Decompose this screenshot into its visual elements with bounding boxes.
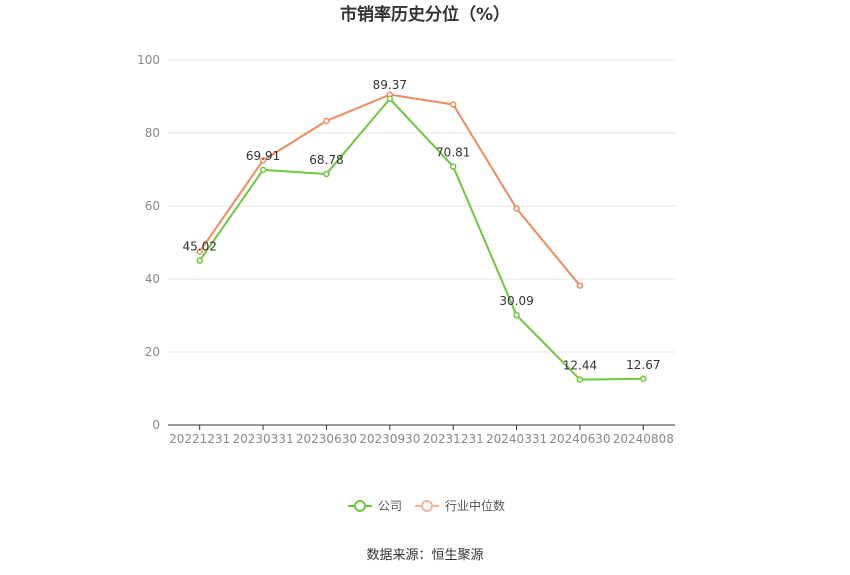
data-point[interactable]	[323, 170, 330, 178]
legend-swatch-marker	[354, 500, 366, 512]
y-tick-label: 20	[145, 345, 160, 359]
data-labels: 45.02 69.91 68.78 89.37 70.81 30.09 12.44 12.67	[183, 78, 661, 373]
x-tick-label: 20230930	[359, 432, 420, 446]
data-label: 45.02	[183, 240, 217, 254]
x-axis: 20221231 20230331 20230630 20230930 20231231…	[168, 424, 675, 446]
data-point[interactable]	[513, 311, 520, 319]
x-tick-label: 20240331	[486, 432, 547, 446]
data-label: 12.44	[563, 359, 597, 373]
data-point[interactable]	[386, 95, 394, 103]
y-axis: 0 20 40 60 80 100	[137, 53, 160, 432]
x-tick-label: 20230331	[233, 432, 294, 446]
data-point[interactable]	[259, 157, 267, 164]
x-tick-label: 20240808	[613, 432, 674, 446]
data-point[interactable]	[259, 166, 267, 174]
legend-item-0[interactable]: 公司	[348, 499, 402, 513]
legend-label: 行业中位数	[445, 498, 505, 513]
y-tick-label: 0	[152, 418, 160, 432]
series-layer	[196, 91, 647, 383]
legend[interactable]: 公司 行业中位数	[348, 498, 505, 513]
source-note: 数据来源：恒生聚源	[366, 548, 483, 563]
x-tick-label: 20230630	[296, 432, 357, 446]
data-point[interactable]	[576, 282, 584, 289]
y-tick-label: 80	[145, 126, 160, 140]
series-line-1	[198, 93, 581, 287]
data-point[interactable]	[576, 376, 584, 383]
chart-title: 市销率历史分位（%）	[340, 4, 510, 25]
data-point[interactable]	[513, 205, 520, 212]
series-line-0	[198, 97, 644, 381]
data-point[interactable]	[196, 248, 203, 255]
x-tick-label: 20221231	[169, 432, 230, 446]
legend-item-1[interactable]: 行业中位数	[415, 498, 505, 513]
data-label: 70.81	[436, 146, 470, 160]
y-tick-label: 60	[145, 199, 160, 213]
grid	[168, 59, 675, 353]
x-tick-label: 20240630	[549, 432, 610, 446]
y-tick-label: 40	[145, 272, 160, 286]
y-tick-label: 100	[137, 53, 160, 67]
data-label: 68.78	[309, 153, 343, 167]
x-tick-label: 20231231	[423, 432, 484, 446]
data-label: 30.09	[499, 294, 533, 308]
data-point[interactable]	[640, 375, 647, 383]
data-label: 12.67	[626, 358, 660, 372]
data-label: 69.91	[246, 149, 280, 163]
legend-swatch-marker	[421, 500, 433, 512]
data-point[interactable]	[449, 101, 457, 108]
data-label: 89.37	[373, 78, 407, 92]
data-point[interactable]	[449, 163, 457, 170]
legend-label: 公司	[378, 499, 402, 513]
data-point[interactable]	[196, 257, 203, 264]
data-point[interactable]	[323, 117, 330, 125]
